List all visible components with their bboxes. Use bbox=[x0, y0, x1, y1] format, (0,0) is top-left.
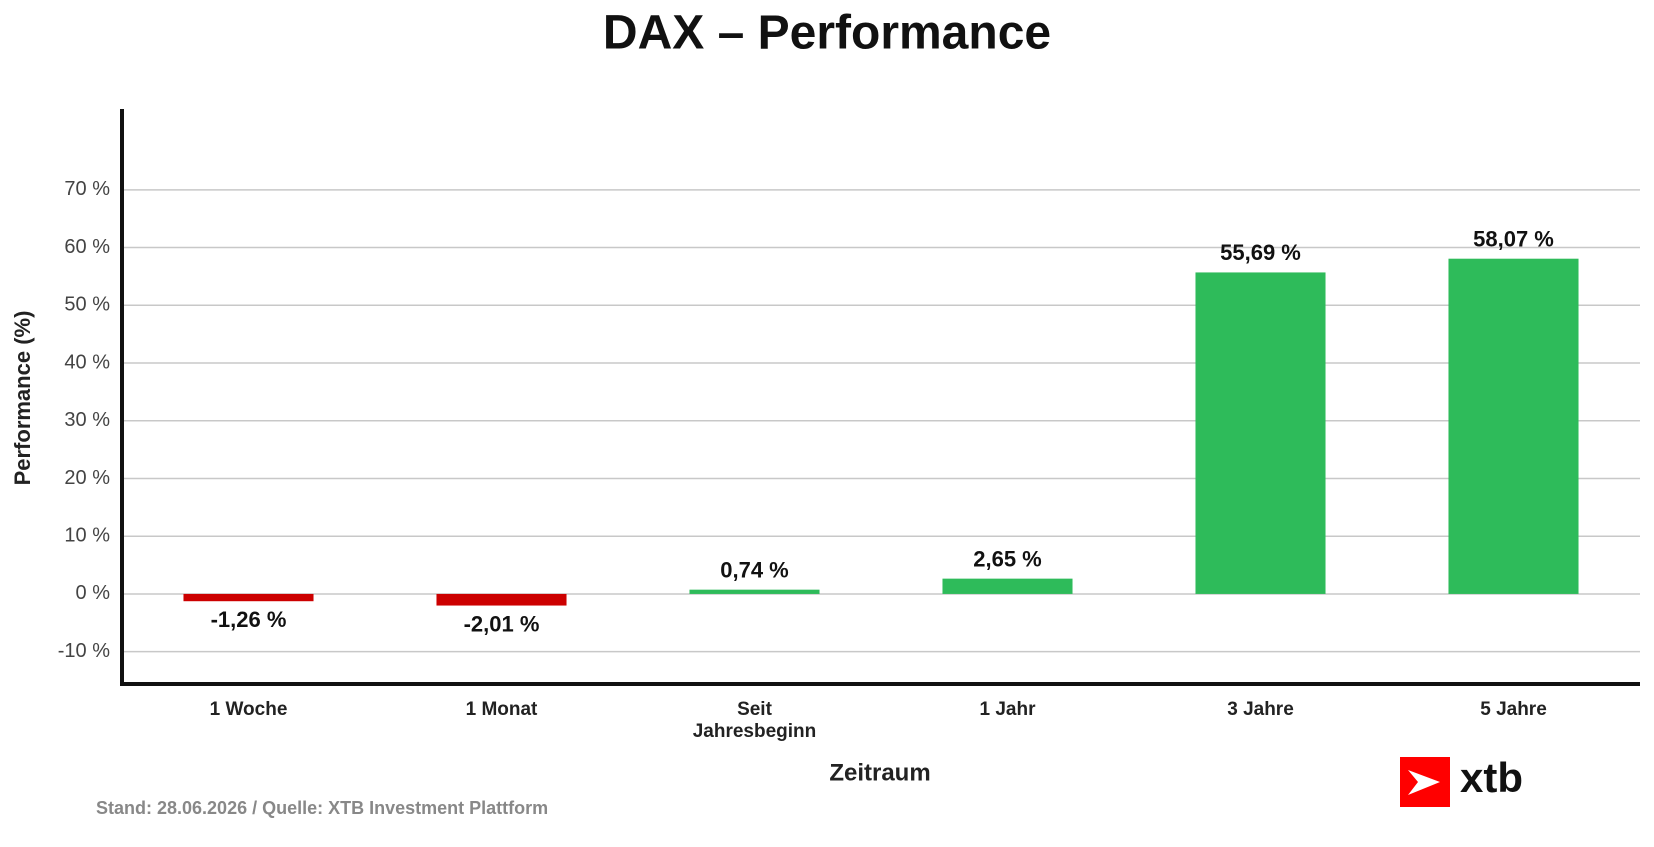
y-tick-label: 60 % bbox=[64, 236, 110, 258]
bar bbox=[942, 578, 1073, 594]
x-axis-label: Zeitraum bbox=[829, 759, 930, 786]
logo-text: xtb bbox=[1460, 754, 1523, 801]
y-tick-label: 0 % bbox=[76, 582, 111, 604]
value-label: 58,07 % bbox=[1473, 227, 1554, 252]
bar bbox=[689, 589, 820, 594]
x-tick-label: 1 Woche bbox=[209, 699, 288, 720]
footer: Stand: 28.06.2026 / Quelle: XTB Investme… bbox=[96, 798, 548, 818]
value-label: 2,65 % bbox=[973, 546, 1042, 571]
value-label: -1,26 % bbox=[211, 607, 287, 632]
value-label: 0,74 % bbox=[720, 557, 789, 582]
value-label: -2,01 % bbox=[464, 611, 540, 636]
x-tick-label: 5 Jahre bbox=[1480, 699, 1547, 720]
chart-title: DAX – Performance bbox=[603, 7, 1051, 60]
bar bbox=[436, 593, 567, 606]
y-tick-label: 20 % bbox=[64, 467, 110, 489]
x-tick-label: 3 Jahre bbox=[1227, 699, 1294, 720]
value-label: 55,69 % bbox=[1220, 240, 1301, 265]
logo-icon bbox=[1408, 770, 1440, 795]
bar bbox=[1448, 258, 1579, 594]
y-tick-label: 50 % bbox=[64, 294, 110, 316]
y-tick-label: 40 % bbox=[64, 351, 110, 373]
bar bbox=[183, 593, 314, 602]
x-tick-label: Seit Jahresbeginn bbox=[692, 699, 817, 742]
x-tick-label: 1 Monat bbox=[465, 699, 538, 720]
bar bbox=[1195, 272, 1326, 594]
x-tick-label: 1 Jahr bbox=[979, 699, 1036, 720]
y-tick-label: 70 % bbox=[64, 178, 110, 200]
y-axis-label: Performance (%) bbox=[10, 311, 35, 486]
y-tick-label: -10 % bbox=[58, 640, 110, 662]
y-tick-label: 10 % bbox=[64, 524, 110, 546]
y-tick-label: 30 % bbox=[64, 409, 110, 431]
